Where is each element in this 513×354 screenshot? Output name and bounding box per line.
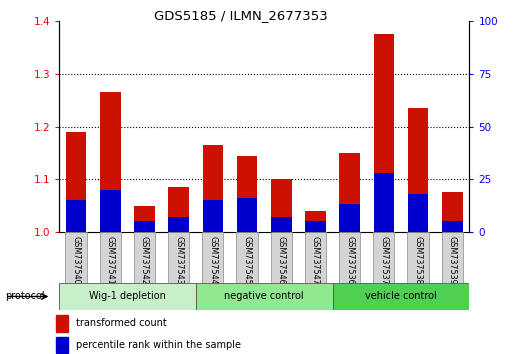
Bar [340, 205, 360, 232]
Text: negative control: negative control [224, 291, 304, 302]
Text: Wig-1 depletion: Wig-1 depletion [89, 291, 166, 302]
Text: GSM737539: GSM737539 [448, 236, 457, 285]
Text: GSM737543: GSM737543 [174, 236, 183, 285]
FancyBboxPatch shape [271, 232, 292, 283]
Text: GSM737542: GSM737542 [140, 236, 149, 285]
Bar [271, 179, 291, 232]
FancyBboxPatch shape [66, 232, 87, 283]
Text: GSM737541: GSM737541 [106, 236, 115, 285]
Text: transformed count: transformed count [75, 319, 166, 329]
Text: GSM737546: GSM737546 [277, 236, 286, 285]
Bar [305, 221, 326, 232]
Bar [66, 200, 86, 232]
Bar [408, 194, 428, 232]
Bar [340, 153, 360, 232]
FancyBboxPatch shape [407, 232, 429, 283]
FancyBboxPatch shape [59, 283, 196, 310]
Bar [134, 221, 155, 232]
FancyBboxPatch shape [332, 283, 469, 310]
Bar [203, 145, 223, 232]
FancyBboxPatch shape [100, 232, 121, 283]
FancyBboxPatch shape [196, 283, 332, 310]
Bar [168, 217, 189, 232]
Text: GDS5185 / ILMN_2677353: GDS5185 / ILMN_2677353 [154, 9, 328, 22]
Text: protocol: protocol [5, 291, 45, 302]
Text: GSM737537: GSM737537 [380, 236, 388, 285]
Bar [373, 34, 394, 232]
FancyBboxPatch shape [168, 232, 189, 283]
Bar [168, 187, 189, 232]
Bar [442, 221, 463, 232]
Bar [56, 337, 69, 353]
Text: GSM737538: GSM737538 [413, 236, 423, 285]
FancyBboxPatch shape [236, 232, 258, 283]
FancyBboxPatch shape [134, 232, 155, 283]
FancyBboxPatch shape [442, 232, 463, 283]
Bar [100, 92, 121, 232]
FancyBboxPatch shape [373, 232, 394, 283]
Bar [373, 173, 394, 232]
Text: GSM737540: GSM737540 [72, 236, 81, 285]
FancyBboxPatch shape [339, 232, 360, 283]
Bar [271, 217, 291, 232]
Bar [442, 192, 463, 232]
Bar [100, 190, 121, 232]
Text: percentile rank within the sample: percentile rank within the sample [75, 340, 241, 350]
Bar [56, 315, 69, 332]
Text: GSM737547: GSM737547 [311, 236, 320, 285]
Bar [408, 108, 428, 232]
Text: GSM737545: GSM737545 [243, 236, 251, 285]
Text: vehicle control: vehicle control [365, 291, 437, 302]
Bar [134, 206, 155, 232]
Bar [66, 132, 86, 232]
FancyBboxPatch shape [202, 232, 224, 283]
Bar [237, 198, 258, 232]
Text: GSM737536: GSM737536 [345, 236, 354, 285]
Text: GSM737544: GSM737544 [208, 236, 218, 285]
Bar [237, 155, 258, 232]
Bar [305, 211, 326, 232]
FancyBboxPatch shape [305, 232, 326, 283]
Bar [203, 200, 223, 232]
